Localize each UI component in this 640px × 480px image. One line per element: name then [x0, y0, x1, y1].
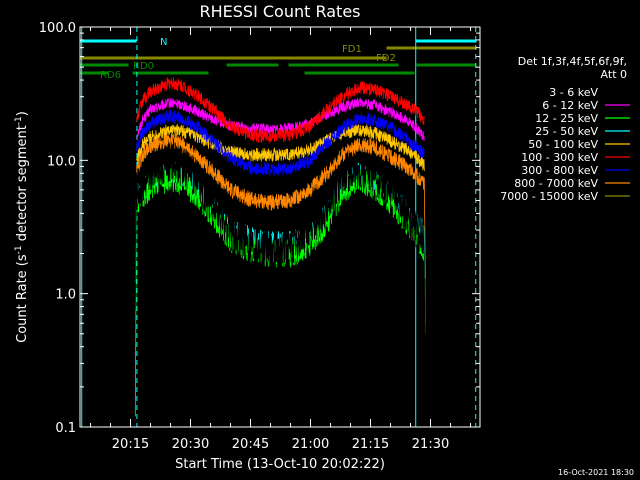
series-line [136, 133, 426, 279]
legend-item-label: 25 - 50 keV [535, 125, 598, 138]
x-tick-label: 21:15 [352, 437, 389, 452]
y-tick-label: 100.0 [39, 21, 76, 36]
x-tick-label: 21:00 [292, 437, 329, 452]
y-axis-label-sup: -1 [14, 245, 24, 254]
y-tick-label: 10.0 [47, 154, 76, 169]
footer-timestamp: 16-Oct-2021 18:30 [558, 468, 634, 477]
x-tick-label: 21:30 [412, 437, 449, 452]
legend-item-label: 800 - 7000 keV [514, 177, 598, 190]
x-axis-label: Start Time (13-Oct-10 20:02:22) [175, 457, 385, 472]
state-bar-label: N [160, 37, 167, 48]
legend-header-line: Att 0 [601, 68, 627, 81]
legend-item-label: 300 - 800 keV [521, 164, 598, 177]
state-bar-label: FD1 [342, 44, 362, 55]
y-axis-label-part: detector segment [15, 125, 30, 245]
state-bar-label: FD2 [376, 53, 396, 64]
state-bar-label: RD0 [133, 61, 154, 72]
plot-frame [79, 26, 481, 428]
legend-item-label: 7000 - 15000 keV [500, 190, 598, 203]
state-bar-label: RD6 [100, 70, 121, 81]
series-line [134, 141, 426, 355]
y-tick-label: 1.0 [55, 288, 76, 303]
chart-title: RHESSI Count Rates [200, 2, 361, 21]
attenuator-state-bars: N FD1 FD2 RD0 RD6 [80, 37, 477, 81]
legend-header-line: Det 1f,3f,4f,5f,6f,9f, [518, 55, 627, 68]
series-line [136, 97, 425, 141]
legend-item-label: 6 - 12 keV [542, 99, 598, 112]
series-line [136, 109, 425, 177]
x-tick-label: 20:15 [112, 437, 149, 452]
x-tick-label: 20:30 [172, 437, 209, 452]
series-line [136, 123, 425, 172]
y-axis-label-part: ) [15, 111, 30, 116]
y-axis-label: Count Rate (s-1 detector segment-1) [14, 111, 30, 343]
y-axis-label-part: Count Rate (s [15, 254, 30, 343]
series-line [134, 164, 426, 417]
x-tick-label: 20:45 [232, 437, 269, 452]
legend: Det 1f,3f,4f,5f,6f,9f, Att 0 3 - 6 keV6 … [500, 55, 630, 203]
legend-item-label: 12 - 25 keV [535, 112, 598, 125]
y-axis-label-sup: -1 [14, 116, 24, 125]
y-axis-ticks: 0.1 1.0 10.0 100.0 [39, 21, 480, 436]
count-rate-series [134, 77, 426, 417]
series-line [136, 77, 425, 144]
legend-item-label: 3 - 6 keV [549, 86, 598, 99]
legend-item-label: 50 - 100 keV [528, 138, 598, 151]
x-axis-ticks: 20:15 20:30 20:45 21:00 21:15 21:30 [90, 27, 472, 452]
legend-item-label: 100 - 300 keV [521, 151, 598, 164]
y-tick-label: 0.1 [55, 421, 76, 436]
